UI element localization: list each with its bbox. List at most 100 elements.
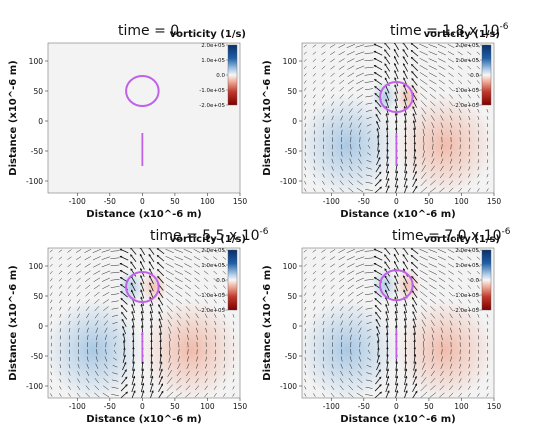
- velocity-arrow: [348, 392, 354, 398]
- velocity-arrow: [348, 306, 354, 312]
- velocity-arrow: [428, 51, 438, 56]
- velocity-arrow: [102, 299, 110, 304]
- velocity-arrow: [384, 43, 391, 50]
- velocity-arrow: [213, 270, 218, 275]
- velocity-arrow: [213, 263, 218, 268]
- y-tick-label: -50: [31, 147, 43, 156]
- velocity-arrow-head: [385, 303, 388, 307]
- velocity-arrow: [357, 378, 363, 383]
- velocity-arrow: [322, 94, 325, 99]
- velocity-arrow: [312, 44, 317, 48]
- velocity-arrow: [439, 93, 445, 99]
- colorbar-tick-label: 0.0: [470, 278, 479, 284]
- velocity-arrow: [458, 385, 462, 390]
- velocity-arrow: [93, 291, 100, 297]
- velocity-arrow: [374, 304, 382, 313]
- velocity-arrow: [322, 371, 325, 376]
- velocity-arrow: [422, 326, 426, 334]
- velocity-arrow: [395, 368, 398, 378]
- velocity-arrow: [365, 307, 373, 310]
- velocity-arrow: [330, 256, 336, 260]
- velocity-arrow: [304, 321, 306, 325]
- velocity-arrow: [467, 180, 471, 185]
- velocity-arrow: [364, 271, 374, 274]
- velocity-arrow: [204, 292, 209, 297]
- velocity-arrow: [459, 151, 461, 157]
- velocity-arrow: [404, 325, 407, 335]
- velocity-arrow: [365, 300, 373, 303]
- velocity-arrow: [84, 270, 91, 275]
- velocity-arrow: [477, 87, 480, 91]
- velocity-arrow: [177, 356, 180, 362]
- velocity-arrow: [185, 378, 191, 384]
- velocity-arrow: [213, 385, 217, 390]
- velocity-arrow: [448, 187, 454, 193]
- velocity-arrow-head: [405, 170, 408, 174]
- velocity-arrow: [420, 179, 427, 187]
- velocity-arrow-head: [141, 382, 145, 386]
- velocity-arrow: [68, 328, 71, 333]
- velocity-arrow-head: [373, 270, 377, 273]
- velocity-arrow: [331, 363, 334, 369]
- velocity-arrow: [357, 306, 363, 311]
- velocity-arrow: [187, 349, 189, 355]
- velocity-arrow: [196, 356, 198, 362]
- velocity-arrow: [439, 86, 445, 92]
- velocity-arrow-head: [395, 382, 399, 386]
- colorbar-tick-label: -2.0e+05: [453, 308, 479, 314]
- velocity-arrow: [367, 144, 371, 149]
- velocity-arrow: [68, 385, 71, 390]
- velocity-arrow: [467, 101, 471, 106]
- velocity-arrow: [121, 376, 128, 385]
- velocity-arrow: [431, 334, 434, 341]
- velocity-arrow-head: [410, 56, 414, 60]
- velocity-arrow: [468, 328, 470, 333]
- velocity-arrow: [346, 256, 355, 261]
- velocity-arrow: [339, 385, 344, 391]
- velocity-arrow: [365, 379, 373, 382]
- velocity-arrow: [486, 109, 489, 113]
- velocity-arrow: [386, 325, 389, 335]
- colorbar-tick-label: -1.0e+05: [453, 293, 479, 299]
- velocity-arrow: [404, 318, 407, 328]
- velocity-arrow: [158, 383, 164, 392]
- vorticity-positive-region: [48, 299, 143, 398]
- velocity-arrow-head: [386, 368, 390, 372]
- velocity-arrow: [150, 325, 153, 335]
- velocity-arrow: [487, 357, 488, 361]
- velocity-arrow: [348, 299, 354, 304]
- velocity-arrow-head: [385, 98, 388, 102]
- velocity-arrow: [411, 262, 419, 269]
- velocity-arrow: [68, 371, 71, 376]
- velocity-arrow: [86, 327, 89, 333]
- x-tick-label: -50: [358, 197, 370, 206]
- velocity-arrow-head: [386, 375, 390, 379]
- velocity-arrow-head: [411, 275, 414, 279]
- velocity-arrow: [140, 248, 146, 256]
- velocity-arrow: [338, 51, 345, 56]
- velocity-arrow: [467, 249, 472, 253]
- velocity-arrow-head: [403, 275, 406, 278]
- velocity-arrow: [375, 106, 382, 115]
- velocity-arrow: [412, 171, 417, 180]
- velocity-arrow-head: [385, 112, 388, 116]
- velocity-arrow: [167, 362, 172, 370]
- velocity-arrow: [304, 314, 307, 318]
- velocity-arrow: [477, 123, 480, 128]
- velocity-arrow: [174, 270, 183, 275]
- velocity-arrow: [158, 318, 163, 328]
- velocity-arrow-head: [403, 120, 407, 123]
- velocity-arrow: [439, 298, 445, 304]
- velocity-arrow: [177, 334, 180, 341]
- velocity-arrow: [165, 256, 174, 261]
- x-tick-label: 0: [394, 402, 399, 411]
- velocity-arrow-head: [378, 369, 381, 372]
- velocity-arrow: [423, 348, 425, 356]
- velocity-arrow: [348, 108, 353, 114]
- velocity-arrow: [195, 320, 199, 326]
- velocity-arrow: [339, 94, 344, 99]
- velocity-arrow: [330, 385, 335, 390]
- velocity-arrow: [67, 270, 72, 275]
- velocity-arrow: [368, 137, 370, 142]
- velocity-arrow: [150, 368, 153, 378]
